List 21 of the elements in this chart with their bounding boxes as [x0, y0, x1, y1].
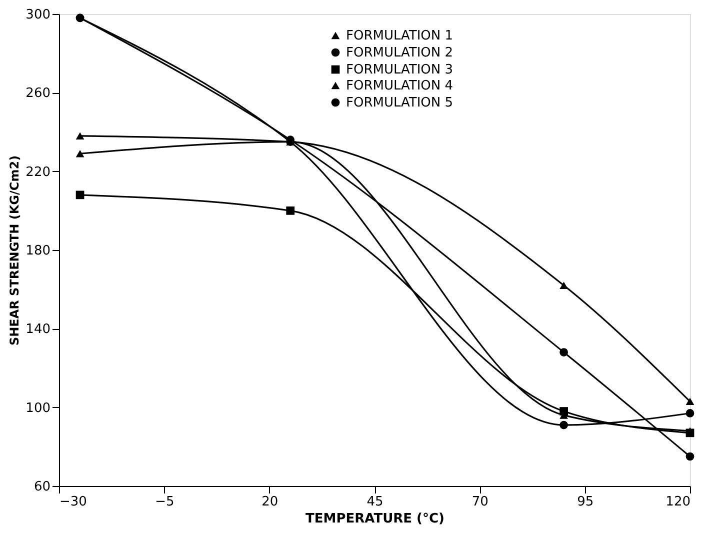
x-tick-label: 20 [262, 494, 278, 510]
y-axis-title: SHEAR STRENGTH (KG/Cm2) [8, 155, 22, 346]
x-tick-label: −30 [60, 494, 87, 510]
legend-label: FORMULATION 2 [346, 46, 454, 60]
legend-label: FORMULATION 5 [346, 96, 454, 110]
x-tick-label: −5 [155, 494, 174, 510]
x-tick-label: 95 [577, 494, 594, 510]
y-tick-label: 180 [26, 244, 50, 258]
y-tick-label: 300 [26, 8, 50, 22]
x-tick-label: 45 [366, 494, 384, 510]
y-tick-label: 220 [26, 164, 50, 180]
y-tick-label: 260 [26, 86, 50, 102]
y-tick-label: 140 [26, 322, 50, 338]
x-tick-label: 70 [472, 494, 488, 510]
x-axis-title: TEMPERATURE (°C) [306, 512, 444, 526]
legend-label: FORMULATION 3 [346, 62, 454, 78]
legend-label: FORMULATION 4 [346, 78, 454, 94]
y-tick-label: 100 [26, 400, 50, 416]
x-tick-label: 120 [666, 494, 690, 510]
y-tick-label: 60 [34, 480, 50, 494]
legend-label: FORMULATION 1 [346, 28, 454, 44]
